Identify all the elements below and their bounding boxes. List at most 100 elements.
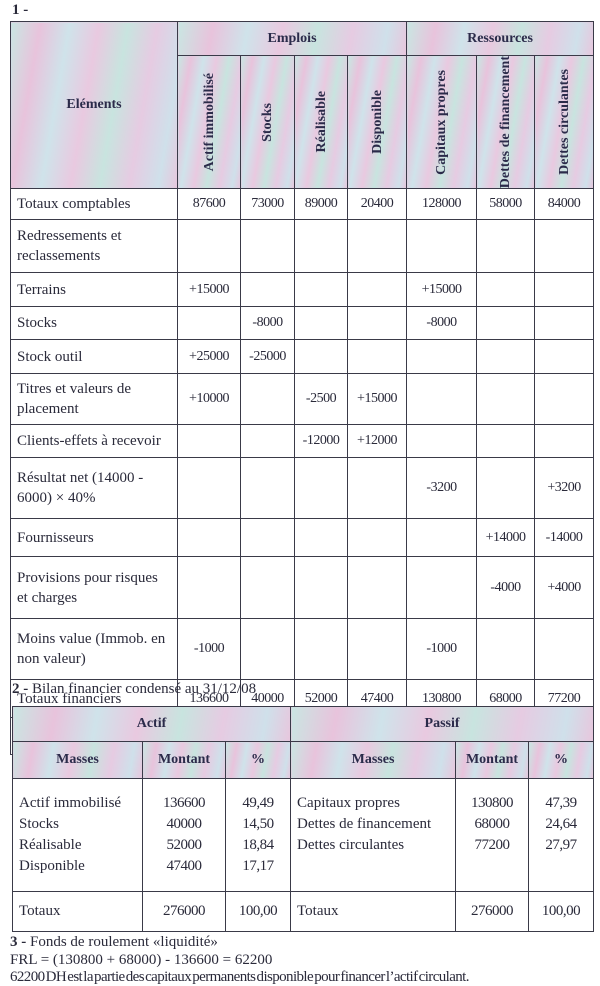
cell-value [406,219,478,274]
cell-value: -2500 [294,373,348,426]
cell-value: +4000 [534,556,595,620]
cell-value [346,556,408,620]
row-label: Titres et valeurs de placement [10,373,178,426]
balance-item: 130800 [471,795,514,811]
cell-value: +3200 [534,457,595,520]
cell-value [177,457,241,520]
balance-item: 27,97 [545,837,577,853]
cell-value [240,618,295,681]
balance-item: 18,84 [242,837,274,853]
cell-value [534,424,595,459]
cell-value [406,373,478,426]
table-row: Moins value (Immob. en non valeur) -1000-… [10,618,595,681]
cell-value [346,618,408,681]
cell-value: -3200 [406,457,478,520]
condensed-balance-sheet: Actif Passif Masses Montant% Masses Montant… [11,706,595,932]
balance-item: 47,39 [545,795,577,811]
cell-value: +12000 [346,424,408,459]
cell-value [476,424,536,459]
cell-value: +25000 [177,339,241,375]
cell-value: +10000 [177,373,241,426]
balance-item: 52000 [166,837,203,853]
cell-value [177,518,241,558]
actif-v-column: 136600 40000 52000 47400 [142,778,226,892]
cell-value [294,518,348,558]
cell-value [294,556,348,620]
cell-value: 89000 [294,188,348,221]
cell-value: +15000 [346,373,408,426]
column-header-label: Dettes circulantes [556,69,572,176]
table-row: Stocks -8000 -8000 [10,306,595,341]
balance-item: 47400 [166,858,203,874]
cell-value [476,339,536,375]
financial-restatement-table: Eléments Emplois Ressources Actif immobi… [10,20,595,756]
balance-item: 40000 [166,816,203,832]
row-label: Résultat net (14000 - 6000) × 40% [10,457,178,520]
cell-value: -1000 [177,618,241,681]
cell-value [294,618,348,681]
column-header: Disponible [346,54,408,190]
cell-value [346,457,408,520]
cell-value [294,457,348,520]
cell-value [294,219,348,274]
cell-value [534,373,595,426]
section2-heading: 2 - Bilan financier condensé au 31/12/08 [12,681,257,697]
col-masses: Masses [290,741,457,779]
balance-item: Dettes de financement [297,816,432,832]
cell-value: 58000 [476,188,536,221]
balance-item: 136600 [163,795,206,811]
cell-value [240,219,295,274]
header-ressources: Ressources [406,21,595,56]
cell-value: -1000 [406,618,478,681]
passif-p-column: 47,39 24,64 27,97 [528,778,595,892]
col-pct: % [224,741,292,779]
cell-value [346,272,408,308]
cell-value [177,306,241,341]
actif-total-label: Totaux [12,891,143,932]
balance-item: Disponible [19,858,85,874]
table-row: Totaux financiers 136600 40000 52000 47400 13… [10,679,595,719]
balance-item: 14,50 [242,816,274,832]
cell-value: 87600 [177,188,241,221]
cell-value: 73000 [240,188,295,221]
table-row: Clients-effets à recevoir -12000 +12000 [10,424,595,459]
actif-p-column: 49,49 14,50 18,84 17,17 [224,778,292,892]
column-header: Actif immobilisé [177,54,241,190]
column-header-label: Réalisable [313,91,329,153]
balance-item: Actif immobilisé [19,795,122,811]
table-row: Résultat net (14000 - 6000) × 40% -3200 +3… [10,457,595,520]
cell-value [240,424,295,459]
column-header: Réalisable [294,54,348,190]
column-header-label: Dettes de financement [498,56,514,189]
table-row: Stock outil +25000 -25000 [10,339,595,375]
table-row: Fournisseurs +14000 -14000 [10,518,595,558]
cell-value: -14000 [534,518,595,558]
cell-value [294,339,348,375]
table-row: Titres et valeurs de placement +10000 -250… [10,373,595,426]
balance-item: 49,49 [242,795,274,811]
cell-value [346,219,408,274]
col-montant: Montant [142,741,226,779]
cell-value [534,272,595,308]
balance-item: Stocks [19,816,60,832]
actif-header: Actif [11,706,292,742]
actif-m-column: Actif immobilisé Stocks Réalisable Disponib… [12,778,143,892]
cell-value: -8000 [406,306,478,341]
cell-value [294,272,348,308]
cell-value [346,339,408,375]
cell-value [476,373,536,426]
cell-value: +14000 [476,518,536,558]
balance-item: Capitaux propres [297,795,400,811]
cell-value: -8000 [240,306,295,341]
column-header-label: Actif immobilisé [201,72,217,172]
table-row: Provisions pour risques et charges -4000 +… [10,556,595,620]
cell-value: +15000 [177,272,241,308]
row-label: Stocks [10,306,178,341]
cell-value [177,556,241,620]
row-label: Provisions pour risques et charges [10,556,178,620]
cell-value: -4000 [476,556,536,620]
balance-item: 24,64 [545,816,577,832]
balance-item: 68000 [474,816,511,832]
section1-heading: 1 - [12,2,29,18]
balance-item: 77200 [474,837,511,853]
